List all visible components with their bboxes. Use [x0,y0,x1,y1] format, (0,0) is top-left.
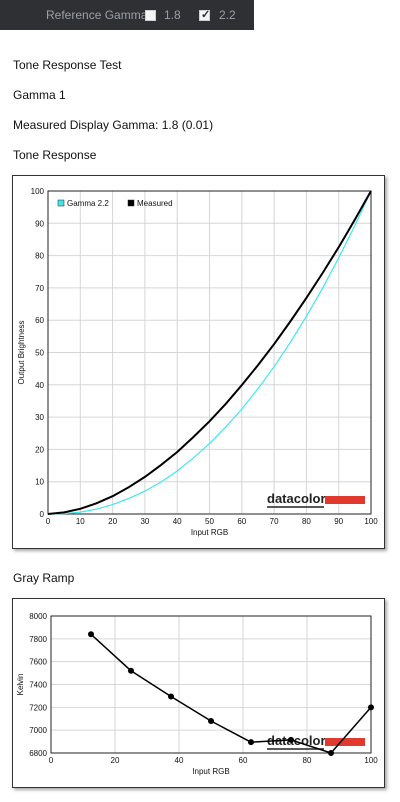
y-tick-label: 8000 [29,612,47,621]
kelvin-point [328,750,334,756]
series-line-measured [47,190,372,515]
x-tick-label: 50 [205,517,214,526]
x-tick-label: 0 [46,517,51,526]
kelvin-point [208,718,214,725]
y-axis-label: Output Brightness [17,320,26,384]
logo-bar [325,496,365,504]
logo-bar [325,738,365,746]
reference-gamma-bar: Reference Gamma: 1.8 2.2 [0,0,254,30]
y-axis-label: Kelvin [16,674,25,696]
y-tick-label: 80 [35,252,44,261]
report-title: Tone Response Test [13,58,122,72]
legend-label: Measured [137,199,173,208]
x-tick-label: 10 [76,517,85,526]
x-tick-label: 100 [364,517,378,526]
kelvin-point [288,736,294,743]
y-tick-label: 7400 [29,681,47,690]
x-tick-label: 30 [140,517,149,526]
gamma-2-2-checkbox[interactable] [199,8,210,21]
plot-frame [50,615,372,754]
y-tick-label: 100 [31,187,45,196]
y-tick-label: 50 [35,349,44,358]
legend-swatch [127,199,135,207]
report-subtitle: Gamma 1 [13,88,66,102]
x-tick-label: 60 [239,756,248,765]
datacolor-logo: datacolor [267,733,326,748]
y-tick-label: 6800 [29,749,47,758]
y-tick-label: 10 [35,478,44,487]
kelvin-line [90,633,372,754]
y-tick-label: 30 [35,413,44,422]
y-tick-label: 7000 [29,726,47,735]
measured-gamma-text: Measured Display Gamma: 1.8 (0.01) [13,118,214,132]
x-tick-label: 80 [302,517,311,526]
x-tick-label: 70 [270,517,279,526]
y-tick-label: 70 [35,284,44,293]
tone-response-chart: 0 10 20 30 40 50 60 70 80 90 100 0 10 20 30 40 50 60 70 80 9… [17,187,378,537]
x-tick-label: 60 [237,517,246,526]
y-tick-label: 7800 [29,635,47,644]
y-tick-label: 40 [35,381,44,390]
plot-frame [47,190,372,515]
x-axis-label: Input RGB [192,767,229,776]
y-tick-label: 90 [35,219,44,228]
kelvin-point [368,704,374,711]
y-tick-label: 0 [40,510,45,519]
gray-ramp-chart-panel: 0 20 40 60 80 100 6800 7000 7200 7400 7600 7800 8000… [12,598,385,788]
x-tick-label: 40 [175,756,184,765]
reference-gamma-toolbar: Reference Gamma: 1.8 2.2 [0,0,400,36]
x-tick-label: 20 [111,756,120,765]
y-tick-label: 60 [35,316,44,325]
y-tick-label: 20 [35,445,44,454]
tone-response-heading: Tone Response [13,148,97,162]
y-tick-label: 7200 [29,703,47,712]
kelvin-point [168,693,174,700]
tone-response-chart-panel: 0 10 20 30 40 50 60 70 80 90 100 0 10 20 30 40 50 60 70 80 9… [12,175,385,549]
kelvin-point [248,739,254,746]
x-tick-label: 100 [364,756,378,765]
gray-ramp-heading: Gray Ramp [13,571,75,585]
x-tick-label: 20 [108,517,117,526]
series-line-gamma-2-2 [47,190,372,515]
x-tick-label: 90 [334,517,343,526]
kelvin-point [88,631,94,638]
x-tick-label: 80 [303,756,312,765]
x-axis-label: Input RGB [191,528,228,537]
legend-label: Gamma 2.2 [67,199,109,208]
x-tick-label: 40 [173,517,182,526]
x-tick-label: 0 [49,756,54,765]
gamma-1-8-checkbox[interactable] [145,10,156,21]
gray-ramp-chart: 0 20 40 60 80 100 6800 7000 7200 7400 7600 7800 8000… [16,612,378,776]
datacolor-logo: datacolor [267,491,326,506]
gamma-1-8-label: 1.8 [164,8,181,22]
gamma-2-2-label: 2.2 [219,8,236,22]
y-tick-label: 7600 [29,658,47,667]
reference-gamma-label: Reference Gamma: [46,8,151,22]
legend-swatch [57,199,65,207]
kelvin-point [128,667,134,674]
